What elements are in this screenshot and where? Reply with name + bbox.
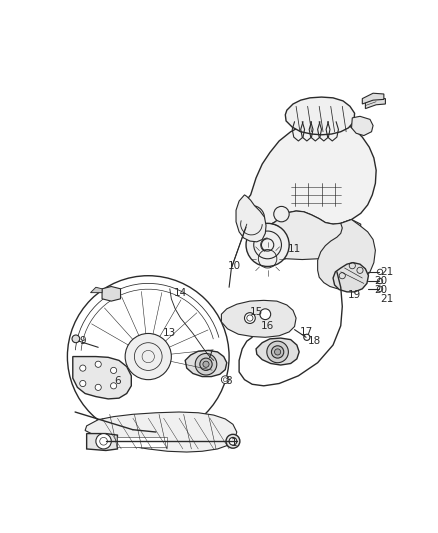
Circle shape xyxy=(72,335,80,343)
Circle shape xyxy=(80,365,86,371)
Circle shape xyxy=(221,376,229,384)
Text: 8: 8 xyxy=(225,376,232,386)
Circle shape xyxy=(203,361,209,367)
Circle shape xyxy=(125,334,171,379)
Polygon shape xyxy=(185,350,227,377)
Circle shape xyxy=(96,433,111,449)
Polygon shape xyxy=(244,120,376,227)
Text: 15: 15 xyxy=(249,307,263,317)
Polygon shape xyxy=(256,338,299,365)
Polygon shape xyxy=(318,220,375,289)
Circle shape xyxy=(260,309,271,320)
Circle shape xyxy=(274,206,289,222)
Circle shape xyxy=(304,334,310,341)
Polygon shape xyxy=(73,357,131,399)
Text: 14: 14 xyxy=(174,288,187,298)
Text: 20: 20 xyxy=(374,276,387,286)
Polygon shape xyxy=(362,93,384,104)
Polygon shape xyxy=(91,287,102,293)
Circle shape xyxy=(377,278,383,284)
Text: 19: 19 xyxy=(348,290,361,300)
Polygon shape xyxy=(285,97,355,135)
Circle shape xyxy=(95,361,101,367)
Text: 21: 21 xyxy=(380,267,394,277)
Polygon shape xyxy=(102,287,120,301)
Text: 6: 6 xyxy=(114,376,121,386)
Circle shape xyxy=(95,384,101,391)
Polygon shape xyxy=(365,98,385,109)
Circle shape xyxy=(110,367,117,374)
Text: 1: 1 xyxy=(231,438,238,448)
Circle shape xyxy=(229,438,237,445)
Circle shape xyxy=(377,286,383,292)
Circle shape xyxy=(195,353,217,375)
Polygon shape xyxy=(236,195,266,242)
Polygon shape xyxy=(85,412,237,452)
Text: 10: 10 xyxy=(228,262,241,271)
Text: 20: 20 xyxy=(374,285,387,295)
Polygon shape xyxy=(221,301,296,337)
Polygon shape xyxy=(87,433,117,450)
Circle shape xyxy=(377,269,383,274)
Polygon shape xyxy=(333,263,368,292)
Circle shape xyxy=(275,349,281,355)
Circle shape xyxy=(246,223,289,266)
Circle shape xyxy=(226,434,240,448)
Circle shape xyxy=(272,346,284,358)
Text: 21: 21 xyxy=(380,294,394,304)
Text: 17: 17 xyxy=(300,327,313,337)
Text: 16: 16 xyxy=(261,321,274,331)
Text: 13: 13 xyxy=(163,328,177,338)
Circle shape xyxy=(267,341,288,363)
Circle shape xyxy=(80,381,86,386)
Polygon shape xyxy=(117,437,167,447)
Text: 18: 18 xyxy=(308,336,321,346)
Polygon shape xyxy=(247,209,361,260)
Text: 11: 11 xyxy=(288,244,301,254)
Text: 7: 7 xyxy=(207,350,213,360)
Text: 9: 9 xyxy=(79,336,86,346)
Circle shape xyxy=(110,383,117,389)
Polygon shape xyxy=(352,116,373,135)
Circle shape xyxy=(244,313,255,324)
Circle shape xyxy=(200,358,212,370)
Circle shape xyxy=(240,206,265,230)
